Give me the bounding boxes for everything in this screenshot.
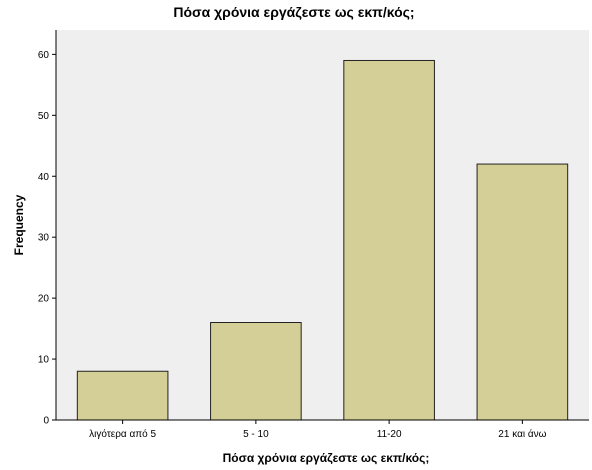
- y-axis-label: Frequency: [12, 194, 26, 255]
- chart-title: Πόσα χρόνια εργάζεστε ως εκπ/κός;: [173, 4, 414, 20]
- x-axis-ticks: λιγότερα από 5 5 - 10 11-20 21 και άνω: [89, 420, 547, 440]
- y-tick-label: 50: [38, 111, 50, 122]
- y-tick-label: 0: [43, 416, 49, 427]
- bar: [210, 322, 302, 421]
- x-tick-label: λιγότερα από 5: [89, 428, 156, 440]
- y-tick-label: 30: [38, 233, 50, 244]
- y-tick-label: 40: [38, 172, 50, 183]
- y-tick-label: 20: [38, 294, 50, 305]
- bar: [76, 370, 169, 421]
- y-axis-ticks: 0 10 20 30 40 50 60: [38, 50, 56, 427]
- x-tick-label: 21 και άνω: [498, 428, 546, 440]
- x-axis-label: Πόσα χρόνια εργάζεστε ως εκπ/κός;: [223, 451, 430, 465]
- y-tick-label: 10: [38, 355, 50, 366]
- bar: [476, 163, 569, 421]
- x-tick-label: 11-20: [377, 429, 402, 440]
- bar: [343, 59, 435, 421]
- x-tick-label: 5 - 10: [243, 429, 269, 440]
- y-tick-label: 60: [38, 50, 50, 61]
